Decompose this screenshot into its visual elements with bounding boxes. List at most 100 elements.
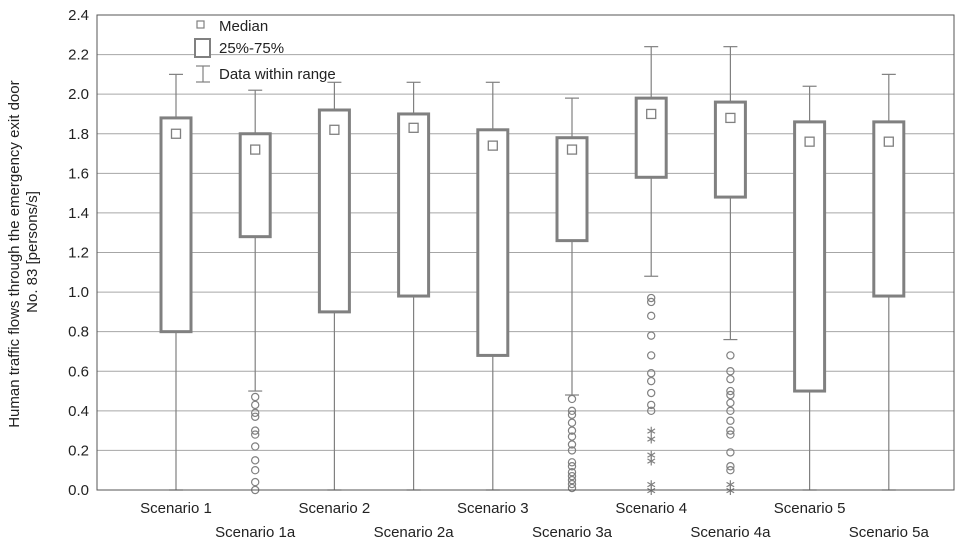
box-iqr xyxy=(872,120,906,298)
outlier-point xyxy=(567,475,577,485)
y-tick-label: 0.2 xyxy=(68,442,89,459)
outlier-point xyxy=(567,418,577,427)
y-tick-label: 0.0 xyxy=(68,482,89,499)
outlier-point xyxy=(250,412,260,421)
outlier-point xyxy=(567,432,577,441)
median-marker xyxy=(646,108,657,120)
box-iqr xyxy=(476,128,510,357)
legend: Median 25%-75% Data within range xyxy=(194,18,336,83)
legend-median-icon xyxy=(196,20,205,29)
median-marker xyxy=(408,122,419,133)
outlier-point xyxy=(250,430,260,439)
outlier-point xyxy=(726,351,735,360)
y-tick-label: 2.0 xyxy=(68,86,89,103)
x-tick-label: Scenario 2a xyxy=(374,524,455,541)
median-marker xyxy=(883,136,894,147)
x-tick-label: Scenario 4a xyxy=(690,524,771,541)
extreme-point: ∗ xyxy=(645,423,657,439)
legend-median-label: Median xyxy=(219,18,268,35)
outlier-point xyxy=(250,426,260,435)
outlier-point xyxy=(726,466,735,475)
x-tick-label: Scenario 5 xyxy=(774,500,846,517)
x-tick-label: Scenario 3a xyxy=(532,524,613,541)
box-iqr xyxy=(159,116,193,334)
outlier-point xyxy=(567,471,577,481)
median-marker xyxy=(566,144,578,155)
outlier-point xyxy=(726,430,735,439)
y-tick-labels: 0.0 0.2 0.4 0.6 0.8 1.0 1.2 1.4 1.6 1.8 2.0 2.2 2.4 xyxy=(68,7,89,499)
outlier-point xyxy=(567,410,577,419)
outlier-point xyxy=(567,406,577,416)
box-iqr xyxy=(793,120,827,393)
x-tick-label: Scenario 5a xyxy=(849,524,930,541)
plot-frame xyxy=(96,14,955,491)
y-tick-label: 1.6 xyxy=(68,165,89,182)
y-tick-label: 2.4 xyxy=(68,7,89,24)
median-marker xyxy=(804,136,815,147)
outlier-point xyxy=(567,426,577,435)
outlier-point xyxy=(567,394,577,404)
median-marker xyxy=(250,144,261,155)
outlier-point xyxy=(647,388,656,398)
y-tick-label: 2.2 xyxy=(68,47,89,64)
median-marker xyxy=(487,140,498,151)
outlier-point xyxy=(647,297,656,307)
outlier-point xyxy=(567,458,577,467)
outlier-point xyxy=(567,467,577,477)
outlier-point xyxy=(647,369,656,378)
whisker-layer xyxy=(169,46,896,491)
outlier-point xyxy=(647,311,656,321)
outlier-point xyxy=(567,479,577,489)
y-axis-label: Human traffic flows through the emergenc… xyxy=(6,76,41,428)
extreme-point: ∗ xyxy=(645,476,657,492)
legend-whisker-icon xyxy=(196,65,210,83)
box-iqr xyxy=(317,108,351,314)
outlier-point xyxy=(726,374,735,384)
extreme-point: ∗ xyxy=(725,476,737,492)
outlier-point xyxy=(250,466,260,475)
y-tick-label: 1.0 xyxy=(68,284,89,301)
outlier-point xyxy=(726,448,735,457)
outlier-point xyxy=(250,477,260,487)
x-tick-label: Scenario 1 xyxy=(140,500,212,517)
outlier-point xyxy=(726,390,735,400)
outlier-point xyxy=(250,442,260,451)
legend-box-icon xyxy=(194,38,211,58)
outlier-point xyxy=(250,392,260,402)
outlier-point xyxy=(726,462,735,471)
y-tick-label: 0.4 xyxy=(68,403,89,420)
outlier-point xyxy=(726,386,735,396)
outlier-layer: ∗∗∗∗∗∗ ∗∗ xyxy=(250,293,737,498)
outlier-point xyxy=(647,400,656,410)
y-tick-label: 1.8 xyxy=(68,126,89,143)
y-tick-label: 1.2 xyxy=(68,245,89,262)
median-marker xyxy=(725,112,736,124)
outlier-point xyxy=(250,408,260,418)
box-layer xyxy=(159,96,906,393)
extreme-point: ∗ xyxy=(645,446,657,462)
outlier-point xyxy=(250,400,260,410)
outlier-point xyxy=(567,462,577,471)
outlier-point xyxy=(647,351,656,360)
outlier-point xyxy=(726,367,735,376)
outlier-point xyxy=(726,398,735,408)
median-marker xyxy=(329,124,340,135)
x-tick-label: Scenario 4 xyxy=(615,500,687,517)
outlier-point xyxy=(726,426,735,435)
outlier-point xyxy=(726,406,735,416)
outlier-point xyxy=(647,406,656,416)
box-iqr xyxy=(397,112,431,298)
median-marker xyxy=(170,128,182,139)
outlier-point xyxy=(647,293,656,303)
x-tick-label: Scenario 2 xyxy=(299,500,371,517)
legend-whisker-label: Data within range xyxy=(219,66,336,83)
extreme-point: ∗ xyxy=(645,431,657,447)
outlier-point xyxy=(250,456,260,465)
box-iqr xyxy=(555,136,589,243)
x-tick-label: Scenario 3 xyxy=(457,500,529,517)
outlier-point xyxy=(567,446,577,455)
outlier-point xyxy=(567,440,577,449)
